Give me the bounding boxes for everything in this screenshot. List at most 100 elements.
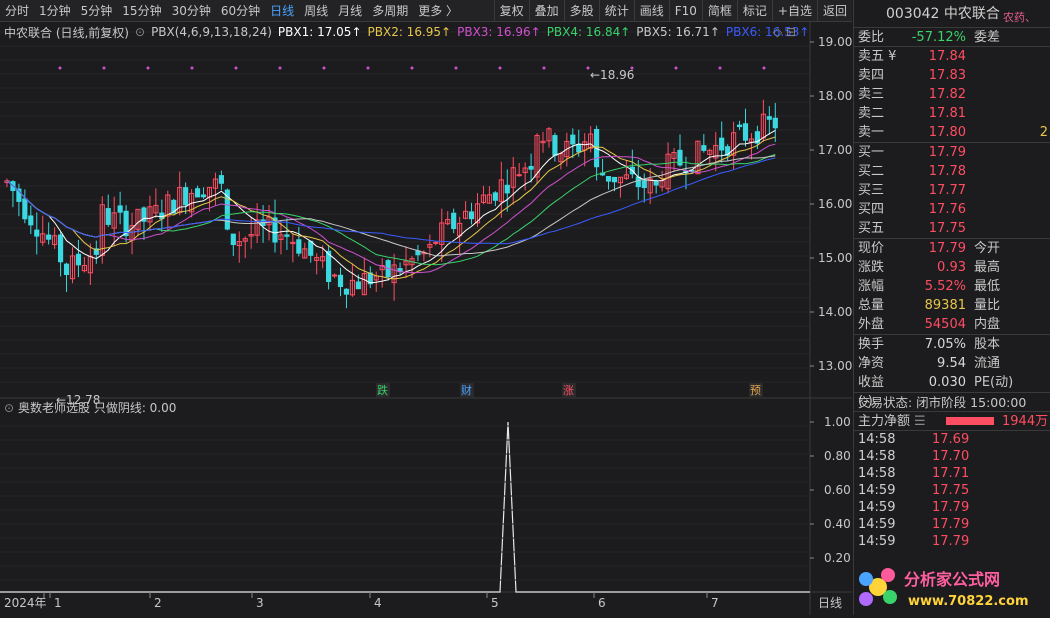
signal-marker[interactable]: 财 [461, 383, 472, 397]
tool-button[interactable]: 叠加 [528, 0, 564, 22]
quote-row: 买二 17.78 [854, 162, 1050, 181]
candle-body [4, 180, 10, 184]
quote-label: 卖四 [858, 68, 885, 83]
period-tab[interactable]: 更多 〉 [418, 3, 459, 18]
tick-time: 14:59 [858, 500, 896, 515]
tool-button[interactable]: +自选 [771, 0, 817, 22]
chart-settings-icon[interactable]: ◇ ⊟ [772, 25, 796, 39]
quote-label2: 股本 [974, 337, 1001, 352]
period-tab[interactable]: 15分钟 [122, 3, 162, 18]
quote-value: 17.79 [928, 241, 966, 256]
candle-body [623, 174, 629, 179]
date-label: 2024年 [4, 596, 47, 610]
period-tab[interactable]: 30分钟 [171, 3, 211, 18]
indicator-dropdown-icon[interactable]: ⊙ [135, 25, 146, 39]
candle-body [427, 243, 433, 248]
tool-button[interactable]: 标记 [736, 0, 772, 22]
date-label: 3 [256, 596, 264, 610]
candle-body [75, 253, 82, 266]
candle-body [165, 194, 171, 217]
main-flow-label: 主力净额 [858, 414, 911, 429]
candle-body [415, 250, 421, 256]
signal-marker-bg[interactable] [460, 383, 474, 397]
dot-marker [190, 66, 194, 70]
quote-value: 17.84 [928, 49, 966, 64]
candle-body [772, 117, 778, 129]
quote-label2: 最高 [974, 260, 1001, 275]
candle-body [93, 248, 99, 255]
candle-body [361, 273, 367, 296]
candle-body [99, 204, 105, 256]
tool-button[interactable]: 复权 [493, 0, 529, 22]
candle-body [212, 178, 219, 189]
main-flow-row: 主力净额 ☰ 1944万 [854, 412, 1050, 431]
list-icon[interactable]: ☰ [914, 414, 926, 429]
quote-value: 17.79 [928, 145, 966, 160]
quote-row: 现价 17.79 今开 [854, 239, 1050, 258]
quote-value: 7.05% [924, 337, 966, 352]
quote-row: 涨幅 5.52% 最低 [854, 277, 1050, 296]
period-tab[interactable]: 多周期 [372, 3, 409, 18]
tick-row: 14:58 17.71 [854, 465, 1050, 482]
candle-body [194, 188, 201, 198]
sub-tick-label: 1.00 [824, 415, 851, 429]
sector-badge[interactable]: 农药、 [1003, 11, 1036, 24]
quote-value: 17.82 [928, 87, 966, 102]
tick-row: 14:58 17.69 [854, 431, 1050, 448]
price-tick-label: 16.00 [818, 197, 852, 211]
quote-value: 0.93 [937, 260, 966, 275]
candle-body [635, 176, 641, 188]
candle-body [177, 187, 183, 214]
tick-list[interactable]: 14:58 17.69 14:58 17.70 14:58 17.71 14:59 17.75… [854, 431, 1050, 550]
tool-button[interactable]: 多股 [563, 0, 599, 22]
quote-label2: 今开 [974, 241, 1001, 256]
tool-button[interactable]: F10 [668, 0, 702, 22]
pbx-line [6, 129, 776, 284]
candle-body [349, 279, 356, 296]
candle-body [695, 140, 701, 175]
chart-area[interactable]: 19.00 18.00 17.00 16.00 15.00 14.00 13.00 ←18.9… [0, 22, 852, 615]
sub-dropdown-icon[interactable]: ⊙ [4, 401, 14, 415]
tool-button[interactable]: 统计 [598, 0, 634, 22]
candle-body [504, 184, 510, 194]
quote-value: 0.030 [928, 375, 966, 390]
candle-body [326, 250, 332, 282]
pbx-value: PBX3: 16.96↑ [457, 25, 541, 39]
candle-body [403, 260, 409, 266]
quote-row: 卖二 17.81 [854, 104, 1050, 123]
kline-chart[interactable]: 19.00 18.00 17.00 16.00 15.00 14.00 13.00 ←18.9… [0, 22, 852, 615]
signal-marker[interactable]: 预 [750, 384, 761, 397]
quote-row: 卖一 17.80 2 [854, 123, 1050, 142]
candle-body [16, 188, 22, 202]
signal-marker-bg[interactable] [749, 383, 763, 397]
signal-marker[interactable]: 跌 [377, 383, 388, 397]
period-tab[interactable]: 分时 [5, 3, 30, 18]
date-axis-corner[interactable]: 日线 [818, 596, 842, 610]
candle-body [171, 199, 177, 214]
candle-body [52, 235, 58, 246]
candle-body [546, 128, 552, 142]
stats2-list: 换手 7.05% 股本 净资 9.54 流通 收益(-) 0.030 PE(动) [854, 335, 1050, 409]
candle-body [331, 274, 338, 277]
period-tab[interactable]: 日线 [270, 3, 295, 18]
tool-button[interactable]: 简框 [701, 0, 737, 22]
period-tab[interactable]: 60分钟 [220, 3, 261, 18]
candle-body [105, 208, 111, 225]
signal-marker-bg[interactable] [376, 383, 390, 397]
candle-body [498, 179, 504, 202]
signal-marker-bg[interactable] [562, 383, 576, 397]
signal-marker[interactable]: 涨 [563, 384, 574, 397]
period-tab[interactable]: 月线 [338, 3, 363, 18]
candle-body [284, 234, 290, 237]
tool-button[interactable]: 返回 [816, 0, 852, 22]
period-tab[interactable]: 5分钟 [80, 3, 113, 18]
candle-body [611, 176, 618, 183]
period-tab[interactable]: 1分钟 [39, 3, 71, 18]
period-tab[interactable]: 周线 [304, 3, 329, 18]
candle-body [719, 137, 725, 151]
candle-body [218, 175, 224, 184]
tick-time: 14:58 [858, 466, 896, 481]
candle-body [40, 233, 46, 243]
tool-button[interactable]: 画线 [633, 0, 669, 22]
quote-label: 卖一 [858, 125, 885, 140]
